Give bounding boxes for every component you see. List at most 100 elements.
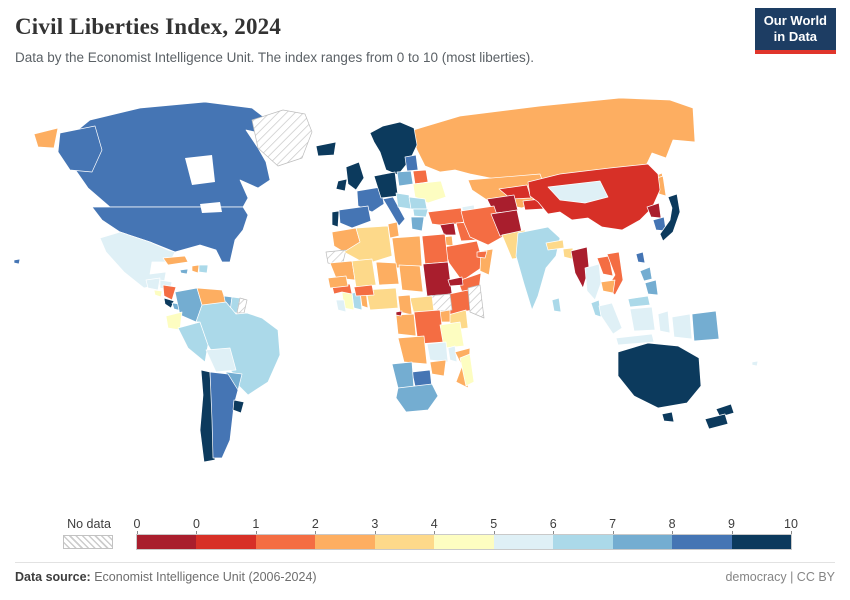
legend-bin-6[interactable] bbox=[493, 535, 554, 549]
country-equatorial-guinea[interactable] bbox=[395, 310, 403, 317]
country-ukraine[interactable] bbox=[412, 180, 447, 204]
country-argentina[interactable] bbox=[209, 371, 239, 459]
country-mali[interactable] bbox=[351, 258, 377, 288]
country-australia-tasmania[interactable] bbox=[661, 411, 675, 423]
country-mexico[interactable] bbox=[99, 231, 176, 289]
country-bangladesh[interactable] bbox=[562, 247, 574, 260]
country-greece[interactable] bbox=[410, 216, 425, 232]
country-tanzania[interactable] bbox=[439, 321, 465, 349]
country-western-balkans[interactable] bbox=[395, 192, 412, 210]
country-south-africa[interactable] bbox=[395, 383, 439, 413]
country-senegal[interactable] bbox=[327, 275, 349, 289]
legend-tick-label-5: 4 bbox=[430, 517, 438, 531]
country-haiti[interactable] bbox=[191, 264, 200, 274]
country-jamaica[interactable] bbox=[179, 268, 189, 275]
country-syria[interactable] bbox=[439, 222, 457, 236]
country-malaysia[interactable] bbox=[590, 299, 602, 318]
country-libya[interactable] bbox=[391, 235, 423, 269]
legend-tick-mark-8 bbox=[612, 531, 614, 535]
country-brazil[interactable] bbox=[195, 301, 281, 396]
country-chad[interactable] bbox=[398, 264, 424, 293]
country-thailand[interactable] bbox=[584, 263, 602, 301]
country-united-arab-emirates[interactable] bbox=[476, 250, 488, 259]
country-cambodia[interactable] bbox=[600, 279, 616, 294]
owid-logo[interactable]: Our World in Data bbox=[754, 8, 836, 54]
country-egypt[interactable] bbox=[421, 233, 449, 265]
legend-bin-4[interactable] bbox=[374, 535, 435, 549]
legend-bin-9[interactable] bbox=[672, 535, 732, 549]
country-taiwan[interactable] bbox=[635, 251, 646, 264]
country-uruguay[interactable] bbox=[232, 399, 245, 414]
country-japan[interactable] bbox=[659, 193, 681, 242]
country-greenland[interactable] bbox=[251, 109, 313, 167]
legend-tick-mark-4 bbox=[374, 531, 376, 535]
legend-bin-7[interactable] bbox=[553, 535, 613, 549]
country-uzbekistan[interactable] bbox=[498, 184, 532, 200]
country-new-zealand-south[interactable] bbox=[704, 413, 729, 430]
country-niger[interactable] bbox=[375, 261, 400, 286]
country-madagascar[interactable] bbox=[459, 353, 475, 387]
country-peru[interactable] bbox=[177, 321, 209, 363]
country-indonesia-sulawesi[interactable] bbox=[657, 310, 671, 334]
legend-no-data-swatch[interactable] bbox=[63, 535, 113, 549]
country-italy[interactable] bbox=[382, 196, 406, 227]
legend-bin-3[interactable] bbox=[315, 535, 375, 549]
country-somalia[interactable] bbox=[467, 284, 485, 319]
country-costa-rica[interactable] bbox=[163, 297, 175, 309]
country-france[interactable] bbox=[356, 186, 385, 213]
country-united-states-hawaii[interactable] bbox=[13, 258, 21, 265]
country-romania[interactable] bbox=[408, 196, 428, 210]
country-burkina-faso[interactable] bbox=[353, 284, 375, 297]
country-el-salvador[interactable] bbox=[153, 289, 163, 298]
country-indonesia-sumatra[interactable] bbox=[598, 302, 623, 335]
country-united-kingdom[interactable] bbox=[345, 161, 365, 191]
country-philippines-north[interactable] bbox=[639, 266, 653, 282]
country-ireland[interactable] bbox=[335, 178, 348, 192]
country-laos[interactable] bbox=[596, 255, 614, 277]
legend-bin-1[interactable] bbox=[196, 535, 256, 549]
country-indonesia-java[interactable] bbox=[615, 333, 655, 346]
country-belarus[interactable] bbox=[412, 169, 429, 185]
country-papua-new-guinea[interactable] bbox=[691, 310, 720, 342]
country-philippines-south[interactable] bbox=[644, 279, 659, 296]
country-dominican-republic[interactable] bbox=[198, 264, 209, 274]
country-russia-chukotka[interactable] bbox=[33, 127, 59, 149]
country-indonesia-papua[interactable] bbox=[671, 313, 693, 340]
legend-bin-0[interactable] bbox=[137, 535, 197, 549]
country-bolivia[interactable] bbox=[205, 347, 237, 373]
country-spain[interactable] bbox=[338, 205, 372, 229]
country-tunisia[interactable] bbox=[387, 221, 400, 239]
country-united-states-alaska[interactable] bbox=[57, 125, 103, 173]
country-nepal[interactable] bbox=[545, 239, 565, 251]
country-fiji[interactable] bbox=[751, 360, 759, 367]
country-cuba[interactable] bbox=[162, 255, 189, 266]
country-bulgaria[interactable] bbox=[412, 208, 429, 218]
country-nicaragua[interactable] bbox=[162, 284, 177, 301]
country-australia[interactable] bbox=[617, 342, 702, 409]
country-iceland[interactable] bbox=[315, 141, 337, 157]
country-eritrea[interactable] bbox=[447, 276, 464, 287]
country-portugal[interactable] bbox=[331, 210, 340, 228]
country-india[interactable] bbox=[515, 226, 561, 311]
legend-bin-8[interactable] bbox=[612, 535, 673, 549]
legend-bin-2[interactable] bbox=[255, 535, 316, 549]
country-indonesia-kalimantan[interactable] bbox=[629, 306, 656, 332]
country-guatemala[interactable] bbox=[145, 277, 161, 291]
country-zimbabwe[interactable] bbox=[429, 359, 447, 377]
country-liberia[interactable] bbox=[335, 299, 347, 313]
country-mongolia[interactable] bbox=[547, 180, 609, 204]
license-text[interactable]: democracy | CC BY bbox=[725, 570, 835, 584]
country-malaysia-borneo[interactable] bbox=[627, 295, 651, 308]
country-gabon-congo[interactable] bbox=[395, 313, 417, 337]
country-malawi[interactable] bbox=[447, 345, 458, 363]
legend-bin-10[interactable] bbox=[731, 535, 791, 549]
country-angola[interactable] bbox=[397, 335, 428, 365]
legend-bin-5[interactable] bbox=[434, 535, 494, 549]
country-baltic-states[interactable] bbox=[404, 154, 419, 172]
country-zambia[interactable] bbox=[426, 341, 449, 363]
country-sudan[interactable] bbox=[422, 261, 453, 297]
country-sri-lanka[interactable] bbox=[551, 297, 562, 313]
country-poland[interactable] bbox=[396, 170, 414, 187]
country-new-zealand-north[interactable] bbox=[715, 403, 735, 418]
country-namibia[interactable] bbox=[391, 361, 415, 391]
